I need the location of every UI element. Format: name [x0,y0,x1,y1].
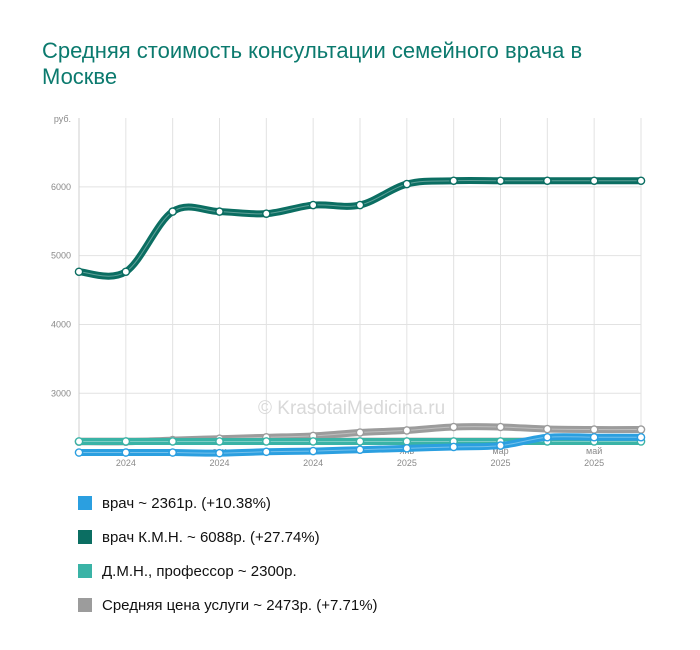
data-point[interactable] [496,441,505,450]
legend-item[interactable]: Средняя цена услуги ~ 2473р. (+7.71%) [78,588,378,622]
data-point[interactable] [589,432,599,442]
data-point[interactable] [402,437,412,446]
series-0 [74,432,646,458]
y-unit-label: руб. [54,114,71,124]
data-point[interactable] [543,432,552,442]
data-point[interactable] [589,176,599,186]
data-point[interactable] [308,437,318,446]
x-tick-year: 2024 [116,458,136,468]
data-point[interactable] [121,267,131,277]
legend-label: врач ~ 2361р. (+10.38%) [102,494,271,512]
x-tick-year: 2024 [303,458,323,468]
legend-swatch [78,598,92,612]
data-point[interactable] [355,445,365,454]
data-point[interactable] [636,432,646,442]
data-point[interactable] [402,444,412,453]
data-point[interactable] [355,428,365,437]
legend-swatch [78,496,92,510]
data-point[interactable] [355,437,365,446]
legend-label: Д.М.Н., профессор ~ 2300р. [102,562,297,580]
data-point[interactable] [589,425,599,434]
data-point[interactable] [262,447,271,457]
data-point[interactable] [168,448,177,457]
y-tick-label: 5000 [51,251,71,261]
data-point[interactable] [449,176,458,186]
data-point[interactable] [496,176,505,186]
data-point[interactable] [449,442,458,452]
series-layer [74,176,646,458]
data-point[interactable] [308,446,318,456]
grid [78,118,642,438]
data-point[interactable] [262,437,271,446]
x-tick-month: май [586,446,602,456]
data-point[interactable] [168,437,177,446]
legend-label: Средняя цена услуги ~ 2473р. (+7.71%) [102,596,378,614]
y-tick-label: 6000 [51,182,71,192]
y-tick-label: 4000 [51,319,71,329]
data-point[interactable] [215,207,224,216]
data-point[interactable] [449,422,458,432]
legend: врач ~ 2361р. (+10.38%) врач К.М.Н. ~ 608… [78,486,378,622]
data-point[interactable] [496,422,505,432]
data-point[interactable] [636,176,646,186]
data-point[interactable] [262,209,271,218]
watermark-text: © KrasotaiMedicina.ru [258,398,445,419]
data-point[interactable] [215,448,224,458]
x-tick-year: 2025 [584,458,604,468]
data-point[interactable] [402,179,412,189]
line-chart: 3000400050006000руб.июл2024сен2024ноя202… [51,114,646,468]
x-tick-year: 2025 [397,458,417,468]
data-point[interactable] [121,437,131,446]
legend-swatch [78,564,92,578]
series-1 [74,176,646,280]
x-tick-year: 2024 [209,458,229,468]
x-tick-year: 2025 [490,458,510,468]
legend-item[interactable]: врач ~ 2361р. (+10.38%) [78,486,378,520]
data-point[interactable] [308,200,318,210]
y-tick-label: 3000 [51,388,71,398]
legend-item[interactable]: врач К.М.Н. ~ 6088р. (+27.74%) [78,520,378,554]
x-tick-month: мар [492,446,508,456]
data-point[interactable] [168,207,177,216]
data-point[interactable] [74,437,84,446]
data-point[interactable] [74,448,84,457]
legend-swatch [78,530,92,544]
chart-title: Средняя стоимость консультации семейного… [42,38,583,89]
data-point[interactable] [636,425,646,434]
data-point[interactable] [355,200,365,210]
data-point[interactable] [543,176,552,186]
data-point[interactable] [402,426,412,435]
data-point[interactable] [215,437,224,446]
data-point[interactable] [543,424,552,434]
data-point[interactable] [74,267,84,277]
data-point[interactable] [121,448,131,457]
legend-item[interactable]: Д.М.Н., профессор ~ 2300р. [78,554,378,588]
legend-label: врач К.М.Н. ~ 6088р. (+27.74%) [102,528,320,546]
